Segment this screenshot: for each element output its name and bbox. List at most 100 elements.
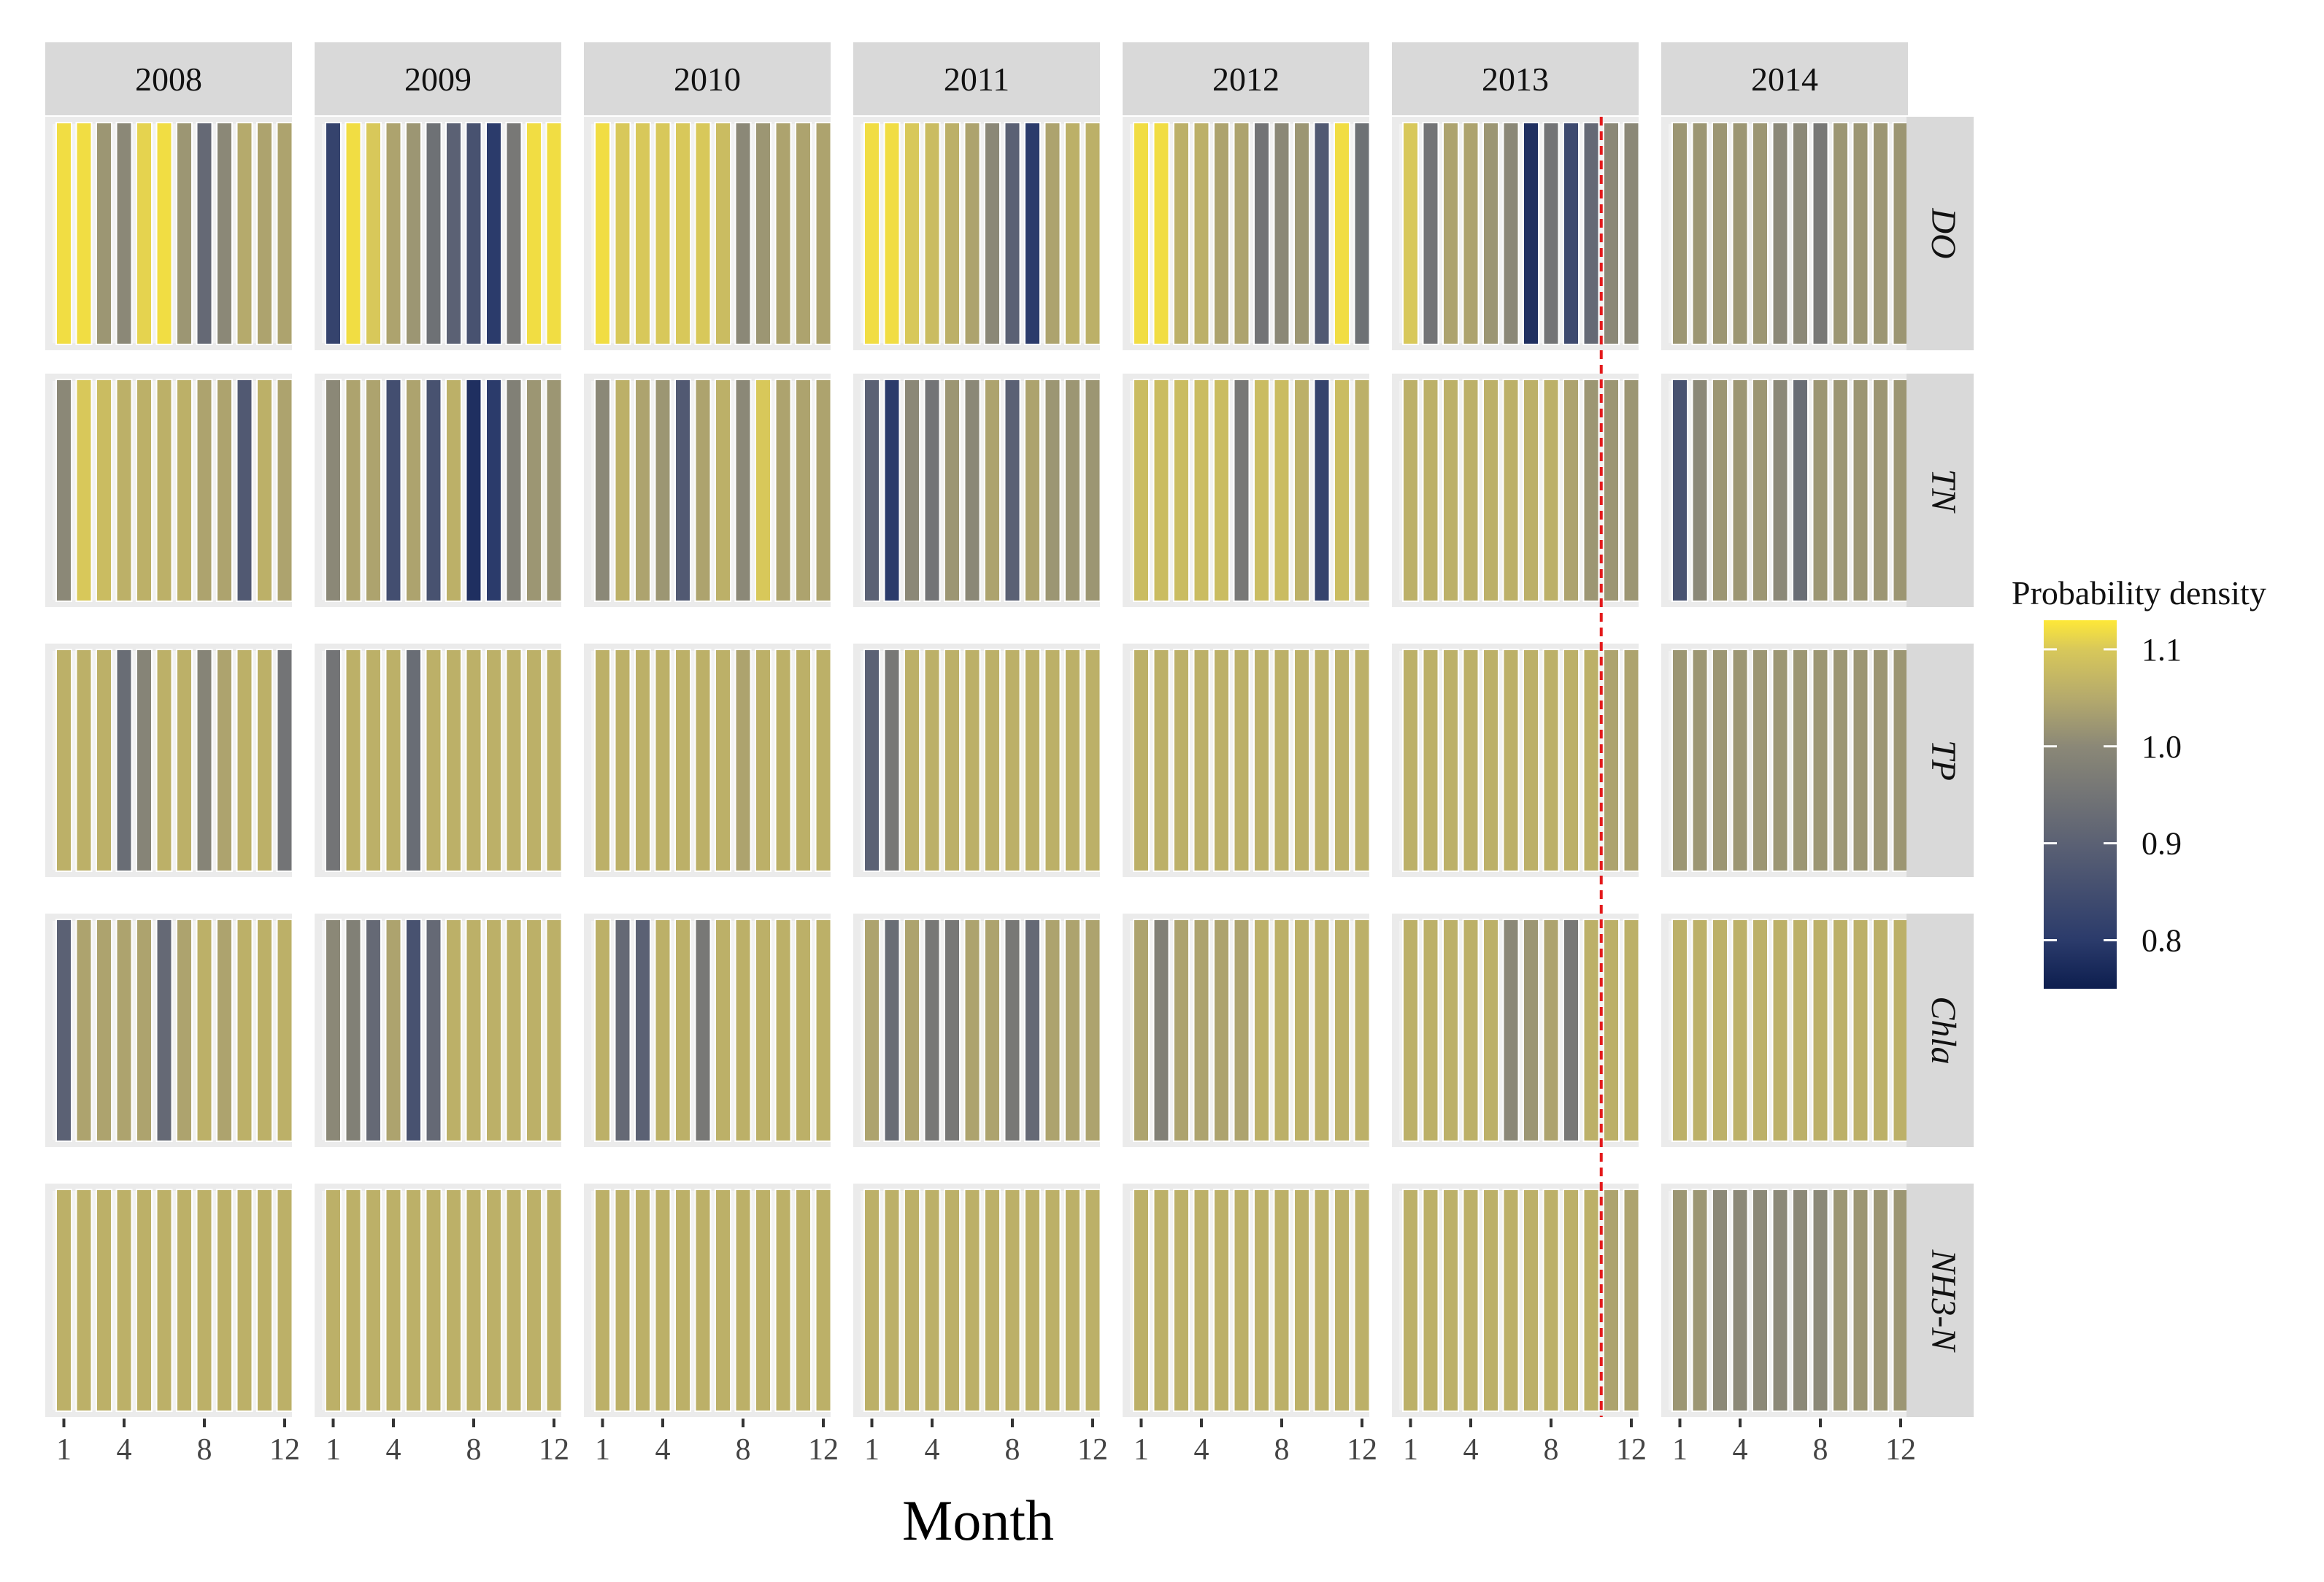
heat-cell <box>1832 379 1849 602</box>
panel-chla-2012 <box>1123 914 1371 1147</box>
heat-cell <box>1542 379 1560 602</box>
heat-cell <box>465 122 482 345</box>
heat-cell <box>1193 122 1210 345</box>
heat-cell <box>1253 919 1270 1142</box>
heat-cell <box>614 1189 631 1412</box>
heat-cell <box>923 919 941 1142</box>
heat-cell <box>795 919 812 1142</box>
heat-cell <box>256 919 273 1142</box>
x-tick-label: 12 <box>1347 1433 1377 1467</box>
heat-cell <box>1084 122 1101 345</box>
heat-cell <box>594 919 611 1142</box>
panel-nh3-n-2012 <box>1123 1184 1371 1417</box>
heat-cell <box>1792 919 1809 1142</box>
heat-cell <box>505 1189 523 1412</box>
panel-tp-2010 <box>584 644 832 877</box>
x-tick-label: 8 <box>1813 1433 1828 1467</box>
heat-cell <box>715 1189 731 1412</box>
heat-cell <box>1313 122 1331 345</box>
heat-cell <box>1502 379 1520 602</box>
heat-cell <box>1024 1189 1041 1412</box>
panel-tn-2013 <box>1392 374 1640 607</box>
x-tick-label: 4 <box>117 1433 132 1467</box>
heat-cell <box>1542 649 1560 872</box>
x-tick-label: 12 <box>1616 1433 1647 1467</box>
x-tick-label: 8 <box>736 1433 751 1467</box>
heat-cell <box>1064 1189 1081 1412</box>
year-strip-2013 <box>1392 42 1639 115</box>
heat-cell <box>136 919 153 1142</box>
heat-cell <box>1084 379 1101 602</box>
heat-cell <box>425 122 442 345</box>
heat-cell <box>445 379 462 602</box>
heat-cell <box>1213 379 1230 602</box>
panel-nh3-n-2013 <box>1392 1184 1640 1417</box>
heat-cell <box>1353 919 1371 1142</box>
variable-strip-label: TP <box>1924 740 1963 781</box>
heat-cell <box>1502 122 1520 345</box>
heat-cell <box>734 649 752 872</box>
panel-do-2012 <box>1123 117 1371 350</box>
heat-cell <box>755 379 772 602</box>
heat-cell <box>96 649 112 872</box>
heat-cell <box>883 1189 901 1412</box>
heat-cell <box>385 919 402 1142</box>
year-strip-2008 <box>45 42 292 115</box>
legend-colorbar <box>2044 620 2117 989</box>
heat-cell <box>715 919 731 1142</box>
heat-cell <box>256 122 273 345</box>
heat-cell <box>634 1189 651 1412</box>
heat-cell <box>634 379 651 602</box>
heat-cell <box>55 649 72 872</box>
heat-cell <box>1173 122 1190 345</box>
panel-do-2011 <box>853 117 1101 350</box>
heat-cell <box>1872 122 1889 345</box>
heat-cell <box>365 1189 382 1412</box>
heat-cell <box>365 379 382 602</box>
heat-cell <box>883 379 901 602</box>
heat-cell <box>196 379 213 602</box>
heat-cell <box>1422 122 1439 345</box>
heat-cell <box>1502 919 1520 1142</box>
heat-cell <box>445 1189 462 1412</box>
x-axis-title: Month <box>902 1489 1054 1552</box>
heat-cell <box>1603 379 1620 602</box>
heat-cell <box>325 122 342 345</box>
heat-cell <box>1213 649 1230 872</box>
x-tick-label: 1 <box>1403 1433 1418 1467</box>
heat-cell <box>545 1189 563 1412</box>
x-tick-label: 1 <box>595 1433 610 1467</box>
heat-cell <box>944 379 961 602</box>
heat-cell <box>526 919 542 1142</box>
heat-cell <box>1193 379 1210 602</box>
heat-cell <box>1422 649 1439 872</box>
year-strip-label: 2014 <box>1751 61 1818 98</box>
heat-cell <box>276 122 293 345</box>
heat-cell <box>405 919 422 1142</box>
x-tick-label: 8 <box>1544 1433 1559 1467</box>
heat-cell <box>1462 379 1480 602</box>
heat-cell <box>505 122 523 345</box>
heat-cell <box>1691 379 1709 602</box>
legend-title: Probability density <box>2012 574 2266 611</box>
heat-cell <box>1872 649 1889 872</box>
heat-cell <box>1812 919 1829 1142</box>
heat-cell <box>345 1189 362 1412</box>
year-strip-label: 2012 <box>1212 61 1280 98</box>
heat-cell <box>1273 649 1290 872</box>
heat-cell <box>75 1189 93 1412</box>
legend: Probability density 1.1 1.0 0.9 0.8 <box>2012 574 2266 989</box>
heat-cell <box>1563 1189 1580 1412</box>
heat-cell <box>425 1189 442 1412</box>
heat-cell <box>963 379 981 602</box>
heat-cell <box>1133 1189 1150 1412</box>
heat-cell <box>405 122 422 345</box>
heat-cell <box>1502 649 1520 872</box>
heat-cell <box>923 379 941 602</box>
heat-cell <box>425 919 442 1142</box>
heat-cell <box>1603 1189 1620 1412</box>
heat-cell <box>1334 649 1350 872</box>
heat-cell <box>1353 122 1371 345</box>
heat-cell <box>1044 1189 1061 1412</box>
